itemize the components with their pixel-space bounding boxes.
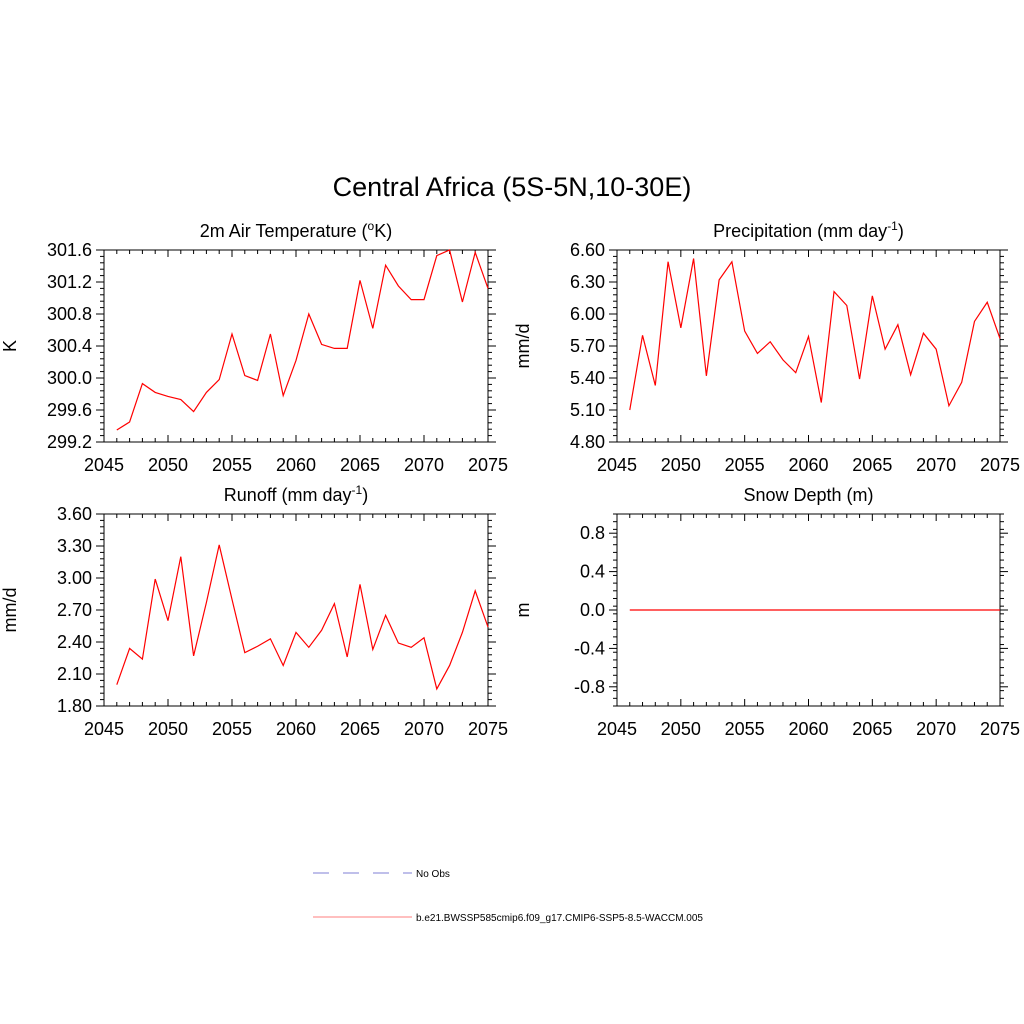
y-tick-label: 0.0 <box>580 600 605 620</box>
x-tick-label: 2060 <box>276 455 316 475</box>
panel-title: Snow Depth (m) <box>743 485 873 505</box>
panel-title-superscript: -1 <box>352 483 363 497</box>
y-tick-label: 1.80 <box>57 696 92 716</box>
y-tick-label: -0.8 <box>574 677 605 697</box>
x-tick-label: 2070 <box>916 455 956 475</box>
y-tick-label: 2.10 <box>57 664 92 684</box>
y-axis-label: mm/d <box>513 324 533 369</box>
y-tick-label: 300.4 <box>47 336 92 356</box>
y-tick-label: 2.40 <box>57 632 92 652</box>
ticks <box>96 249 496 443</box>
y-tick-label: 5.70 <box>570 336 605 356</box>
x-tick-label: 2065 <box>852 455 892 475</box>
x-tick-label: 2050 <box>148 455 188 475</box>
panel-title-text: 2m Air Temperature ( <box>200 221 368 241</box>
panel-title: Precipitation (mm day-1) <box>713 219 904 241</box>
x-tick-label: 2045 <box>84 719 124 739</box>
x-tick-label: 2060 <box>276 719 316 739</box>
panel-title: Runoff (mm day-1) <box>224 483 368 505</box>
panel-title-text: ) <box>898 221 904 241</box>
x-tick-label: 2045 <box>597 719 637 739</box>
x-tick-label: 2075 <box>468 719 508 739</box>
x-tick-label: 2045 <box>84 455 124 475</box>
y-tick-label: 4.80 <box>570 432 605 452</box>
y-tick-label: 6.30 <box>570 272 605 292</box>
x-tick-label: 2070 <box>404 719 444 739</box>
ticks <box>609 513 1008 707</box>
legend-label-2: b.e21.BWSSP585cmip6.f09_g17.CMIP6-SSP5-8… <box>416 913 703 924</box>
y-tick-label: 3.60 <box>57 504 92 524</box>
x-tick-label: 2055 <box>212 719 252 739</box>
x-tick-label: 2075 <box>980 719 1020 739</box>
x-tick-label: 2065 <box>340 455 380 475</box>
ticks <box>96 513 496 707</box>
plot-frame <box>616 249 1001 443</box>
series-line-1 <box>629 258 1001 411</box>
panel-title-text: Precipitation (mm day <box>713 221 887 241</box>
legend-label-1: No Obs <box>416 869 450 880</box>
y-tick-label: 299.2 <box>47 432 92 452</box>
y-tick-label: 300.0 <box>47 368 92 388</box>
y-tick-label: 0.8 <box>580 523 605 543</box>
chart-panel-3: Runoff (mm day-1) mm/d 2045 2050 2055 2060 206… <box>0 483 508 739</box>
y-tick-label: 3.00 <box>57 568 92 588</box>
x-tick-label: 2055 <box>725 455 765 475</box>
panel-title-text: K) <box>374 221 392 241</box>
panel-title-superscript: -1 <box>887 219 898 233</box>
panel-title-superscript: o <box>368 219 375 233</box>
y-axis-label: K <box>0 340 20 352</box>
y-tick-label: 301.2 <box>47 272 92 292</box>
chart-panel-1: 2m Air Temperature (oK) K 2045 2050 2055 2060… <box>0 219 508 475</box>
x-tick-label: 2060 <box>788 455 828 475</box>
x-tick-label: 2050 <box>148 719 188 739</box>
chart-panel-4: Snow Depth (m) m 2045 2050 2055 2060 2065 2070 2… <box>513 485 1020 739</box>
x-tick-label: 2050 <box>661 455 701 475</box>
y-tick-label: -0.4 <box>574 638 605 658</box>
panel-title-text: Snow Depth (m) <box>743 485 873 505</box>
y-tick-label: 5.10 <box>570 400 605 420</box>
x-tick-label: 2050 <box>661 719 701 739</box>
x-tick-label: 2075 <box>980 455 1020 475</box>
x-tick-label: 2045 <box>597 455 637 475</box>
chart-panel-2: Precipitation (mm day-1) mm/d 2045 2050 2055… <box>513 219 1020 475</box>
y-tick-label: 5.40 <box>570 368 605 388</box>
x-tick-label: 2055 <box>212 455 252 475</box>
x-tick-label: 2060 <box>788 719 828 739</box>
y-tick-label: 2.70 <box>57 600 92 620</box>
y-axis-label: m <box>513 603 533 618</box>
y-tick-label: 0.4 <box>580 562 605 582</box>
y-tick-label: 6.00 <box>570 304 605 324</box>
panel-title: 2m Air Temperature (oK) <box>200 219 392 241</box>
y-tick-label: 3.30 <box>57 536 92 556</box>
x-tick-label: 2075 <box>468 455 508 475</box>
x-tick-label: 2070 <box>404 455 444 475</box>
y-tick-label: 301.6 <box>47 240 92 260</box>
x-tick-label: 2070 <box>916 719 956 739</box>
series-line-1 <box>116 544 489 691</box>
x-tick-label: 2065 <box>340 719 380 739</box>
y-axis-label: mm/d <box>0 588 20 633</box>
x-tick-label: 2055 <box>725 719 765 739</box>
legend: No Obs b.e21.BWSSP585cmip6.f09_g17.CMIP6-… <box>313 869 703 924</box>
series-line-1 <box>116 249 489 431</box>
y-tick-label: 299.6 <box>47 400 92 420</box>
x-tick-label: 2065 <box>852 719 892 739</box>
plot-frame <box>103 513 489 707</box>
y-tick-label: 300.8 <box>47 304 92 324</box>
panel-title-text: Runoff (mm day <box>224 485 352 505</box>
figure-title: Central Africa (5S-5N,10-30E) <box>333 172 692 202</box>
panel-title-text: ) <box>362 485 368 505</box>
y-tick-label: 6.60 <box>570 240 605 260</box>
ticks <box>609 249 1008 443</box>
